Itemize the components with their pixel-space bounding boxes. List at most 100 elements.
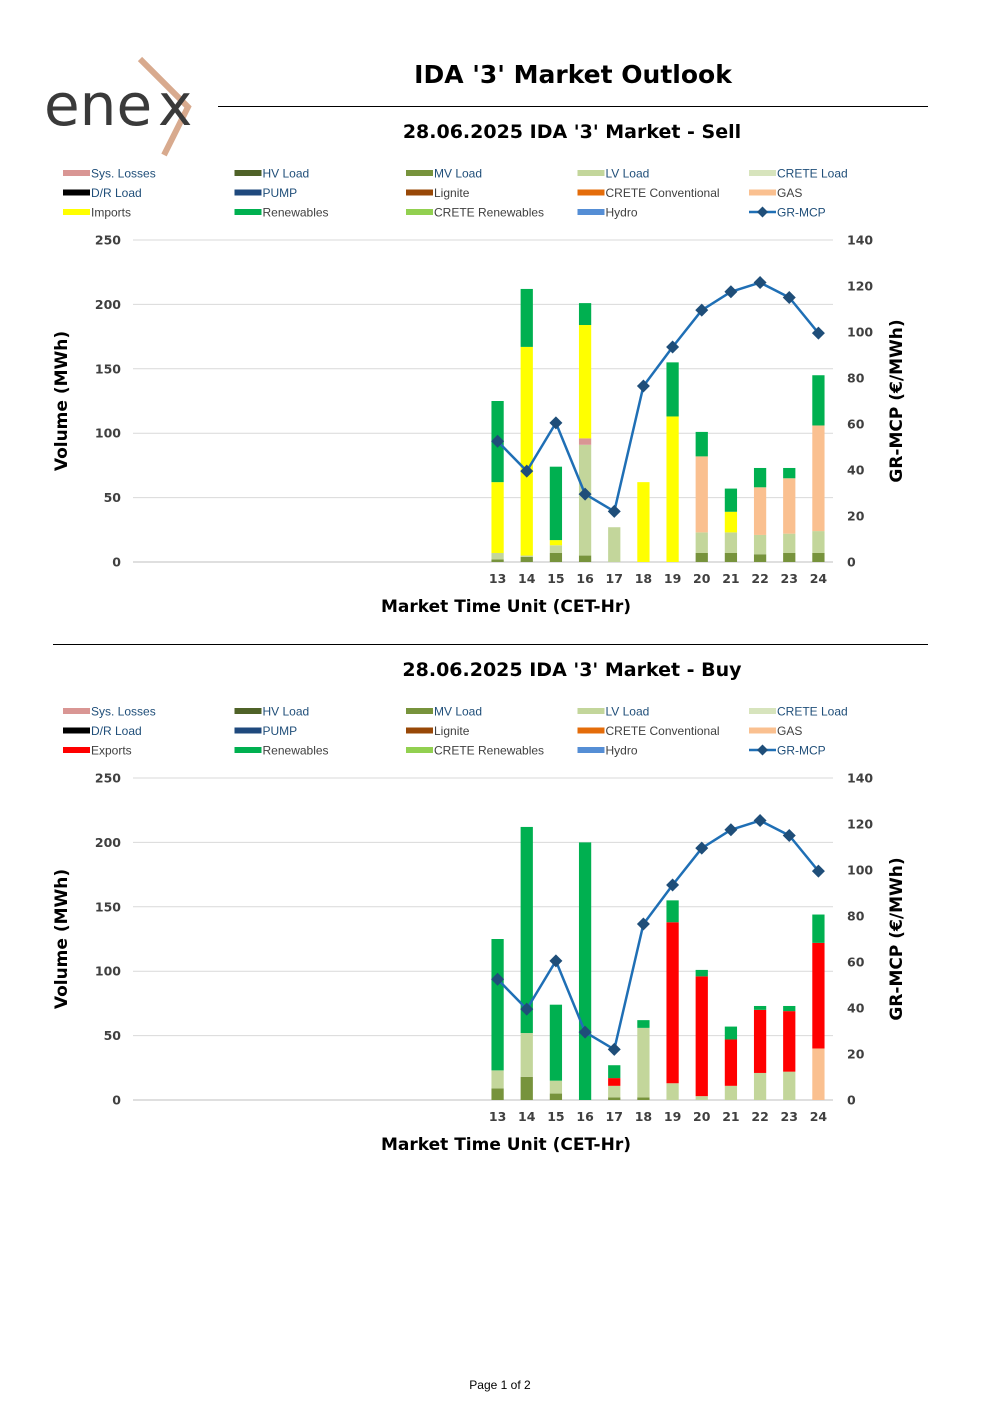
bar-renewables — [695, 431, 708, 457]
y2-tick-label: 40 — [847, 463, 865, 478]
gr-mcp-point — [491, 434, 505, 448]
legend-swatch-exports — [63, 747, 90, 753]
bar-lv-load — [695, 1096, 708, 1100]
legend-item-sys-losses: Sys. Losses — [63, 167, 156, 181]
y2-tick-label: 120 — [847, 817, 873, 832]
bar-renewables — [637, 1020, 650, 1028]
x-tick-label: 13 — [489, 571, 506, 586]
legend-label-crete-renewables: CRETE Renewables — [434, 744, 544, 758]
legend-swatch-d-r-load — [63, 727, 90, 734]
legend-item-lv-load: LV Load — [577, 167, 649, 181]
y-tick-label: 0 — [112, 1093, 121, 1108]
bar-imports — [520, 346, 533, 556]
legend-swatch-lv-load — [577, 170, 605, 176]
legend-swatch-hv-load — [234, 708, 262, 714]
y2-tick-label: 20 — [847, 1047, 865, 1062]
gr-mcp-point — [695, 841, 709, 855]
legend-label-mv-load: MV Load — [434, 705, 482, 719]
bar-mv-load — [520, 1076, 533, 1100]
bar-renewables — [812, 375, 825, 426]
gr-mcp-line — [496, 281, 820, 513]
gr-mcp-point — [782, 291, 796, 304]
x-tick-label: 17 — [606, 571, 623, 586]
legend-swatch-crete-load — [749, 708, 776, 714]
legend-label-d-r-load: D/R Load — [91, 724, 142, 738]
y-axis-label: Volume (MWh) — [52, 869, 72, 1009]
legend-label-imports: Imports — [91, 206, 131, 220]
x-tick-label: 20 — [693, 1109, 711, 1124]
bar-imports — [578, 325, 592, 439]
bar-renewables — [549, 1004, 563, 1081]
chart-title: 28.06.2025 IDA '3' Market - Sell — [403, 121, 741, 143]
legend-item-imports: Imports — [63, 206, 131, 220]
y-tick-label: 150 — [95, 899, 121, 914]
y2-axis-label: GR-MCP (€/MWh) — [887, 319, 907, 482]
legend-label-d-r-load: D/R Load — [91, 186, 142, 200]
legend-label-hv-load: HV Load — [263, 705, 310, 719]
legend-item-crete-load: CRETE Load — [749, 705, 848, 719]
y2-tick-label: 80 — [847, 909, 865, 924]
y2-axis-label: GR-MCP (€/MWh) — [887, 857, 907, 1020]
legend-item-crete-renewables: CRETE Renewables — [406, 744, 544, 758]
bar-renewables — [666, 900, 679, 923]
legend-item-gr-mcp: GR-MCP — [749, 206, 826, 220]
y2-tick-label: 80 — [847, 371, 865, 386]
gr-mcp-point — [520, 464, 534, 478]
legend-swatch-hydro — [577, 209, 605, 215]
bar-gas — [812, 425, 825, 532]
gr-mcp-point — [578, 487, 592, 501]
y2-tick-label: 120 — [847, 279, 873, 294]
y2-tick-label: 60 — [847, 955, 865, 970]
legend-item-exports: Exports — [63, 744, 132, 758]
legend-label-crete-renewables: CRETE Renewables — [434, 206, 544, 220]
legend-label-crete-conventional: CRETE Conventional — [606, 724, 720, 738]
x-tick-label: 18 — [635, 1109, 652, 1124]
legend-swatch-gas — [749, 727, 776, 734]
bar-renewables — [549, 466, 563, 541]
y2-tick-label: 100 — [847, 325, 873, 340]
gr-mcp-point — [607, 504, 621, 518]
bar-lv-load — [695, 532, 708, 553]
bar-renewables — [724, 1026, 738, 1040]
bar-lv-load — [549, 1080, 563, 1094]
legend-swatch-d-r-load — [63, 189, 90, 196]
legend-item-hydro: Hydro — [577, 744, 638, 758]
bar-renewables — [666, 362, 679, 417]
bar-renewables — [578, 842, 592, 1100]
legend-swatch-lv-load — [577, 708, 605, 714]
legend-swatch-crete-renewables — [406, 209, 433, 215]
sell-chart: 28.06.2025 IDA '3' Market - Sell Sys. Los… — [52, 121, 907, 617]
x-tick-label: 16 — [576, 571, 594, 586]
gr-mcp-point — [520, 1002, 534, 1016]
bar-exports — [783, 1011, 796, 1072]
gr-mcp-point — [666, 878, 680, 892]
legend-swatch-lignite — [406, 727, 433, 734]
legend-item-hv-load: HV Load — [234, 167, 309, 181]
legend-item-gr-mcp: GR-MCP — [749, 744, 826, 758]
bar-exports — [724, 1039, 738, 1086]
gr-mcp-point — [549, 954, 563, 968]
chart-title: 28.06.2025 IDA '3' Market - Buy — [402, 659, 742, 681]
legend-label-lignite: Lignite — [434, 724, 470, 738]
bar-lv-load — [666, 1083, 679, 1100]
bar-imports — [637, 482, 650, 562]
legend-swatch-lignite — [406, 189, 433, 196]
bar-gas — [695, 456, 708, 533]
gr-mcp-point — [724, 823, 738, 837]
bar-lv-load — [608, 1085, 621, 1098]
legend-swatch-hydro — [577, 747, 605, 753]
bar-mv-load — [753, 554, 767, 562]
bar-lv-load — [491, 1070, 504, 1089]
legend-item-crete-conventional: CRETE Conventional — [577, 724, 720, 738]
y2-tick-label: 60 — [847, 417, 865, 432]
x-tick-label: 23 — [781, 571, 798, 586]
x-tick-label: 23 — [781, 1109, 798, 1124]
y-tick-label: 200 — [95, 835, 121, 850]
legend-item-lignite: Lignite — [406, 186, 470, 200]
y-tick-label: 250 — [95, 771, 121, 786]
legend-swatch-mv-load — [406, 708, 433, 714]
bar-lv-load — [549, 545, 563, 553]
legend-label-gr-mcp: GR-MCP — [777, 206, 826, 220]
bar-renewables — [520, 826, 533, 1034]
x-tick-label: 17 — [606, 1109, 623, 1124]
